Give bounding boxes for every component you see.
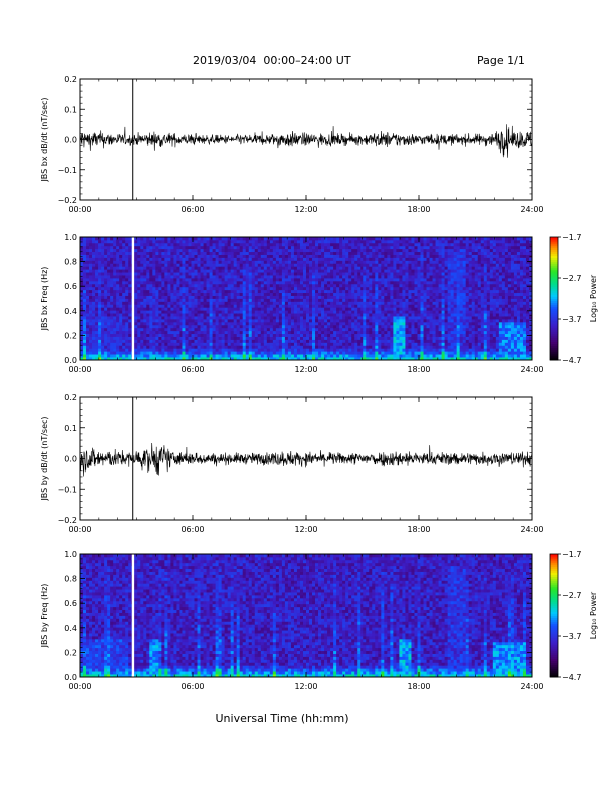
by-spectrogram-ytick-label: 0.0 [64, 673, 77, 682]
bx-timeseries-xtick-label: 06:00 [181, 205, 204, 214]
bx-timeseries-panel: −0.2 −0.1 0.0 0.1 0.2 00:00 06:00 12:00 18:00 24:… [40, 75, 544, 214]
by-spectrogram-ylabel: JBS by Freq (Hz) [40, 584, 49, 649]
bx-spectrogram-gap-marker [131, 237, 135, 360]
by-spectrogram-xtick-label: 06:00 [181, 682, 204, 691]
by-timeseries-ytick-label: −0.1 [58, 485, 77, 494]
by-timeseries-ytick-label: −0.2 [58, 516, 77, 525]
bx-spectrogram-ytick-label: 0.0 [64, 356, 77, 365]
by-timeseries-series-line [79, 442, 533, 477]
by-timeseries-ytick-label: 0.2 [64, 393, 77, 402]
bx-timeseries-ytick-label: 0.1 [64, 105, 77, 114]
bx-spectrogram-xtick-label: 18:00 [407, 365, 430, 374]
by-spectrogram-xtick-label: 24:00 [520, 682, 543, 691]
bx-timeseries-xtick-label: 24:00 [520, 205, 543, 214]
bx-timeseries-ytick-label: 0.0 [64, 136, 77, 145]
by-timeseries-xtick-label: 12:00 [294, 525, 317, 534]
bx-spectrogram-xtick-label: 12:00 [294, 365, 317, 374]
bx-timeseries-xtick-label: 18:00 [407, 205, 430, 214]
by-timeseries-ylabel: JBS by dB/dt (nT/sec) [40, 416, 49, 501]
bx-spectrogram-ylabel: JBS bx Freq (Hz) [40, 267, 49, 332]
bx-spectrogram-xtick-label: 00:00 [68, 365, 91, 374]
by-timeseries-ytick-label: 0.0 [64, 455, 77, 464]
bx-spectrogram-ytick-label: 0.8 [64, 258, 77, 267]
x-axis-title: Universal Time (hh:mm) [216, 712, 349, 725]
by-spectrogram-ytick-label: 0.8 [64, 575, 77, 584]
bx-spectrogram-colorbar: −4.7 −3.7 −2.7 −1.7 Log₁₀ Power [549, 233, 598, 365]
by-spectrogram-xtick-label: 18:00 [407, 682, 430, 691]
by-timeseries-panel: −0.2 −0.1 0.0 0.1 0.2 00:00 06:00 12:00 18:00 24:… [40, 393, 544, 534]
by-timeseries-xtick-label: 00:00 [68, 525, 91, 534]
bx-spectrogram-ytick-label: 0.6 [64, 282, 77, 291]
by-spectrogram-colorbar-tick-label: −1.7 [562, 550, 581, 559]
by-timeseries-xtick-label: 06:00 [181, 525, 204, 534]
page-title: 2019/03/04 00:00–24:00 UT [193, 54, 351, 67]
by-spectrogram-gap-marker [131, 554, 135, 677]
bx-timeseries-xtick-label: 00:00 [68, 205, 91, 214]
by-timeseries-xtick-label: 24:00 [520, 525, 543, 534]
bx-timeseries-ytick-label: −0.1 [58, 166, 77, 175]
bx-spectrogram-colorbar-tick-label: −2.7 [562, 274, 581, 283]
bx-spectrogram-colorbar-tick-label: −4.7 [562, 356, 581, 365]
by-timeseries-xtick-label: 18:00 [407, 525, 430, 534]
by-spectrogram-ytick-label: 1.0 [64, 550, 77, 559]
bx-spectrogram-xtick-label: 24:00 [520, 365, 543, 374]
bx-timeseries-ylabel: JBS bx dB/dt (nT/sec) [40, 97, 49, 182]
page-number: Page 1/1 [477, 54, 525, 67]
bx-spectrogram-colorbar-tick-label: −1.7 [562, 233, 581, 242]
bx-spectrogram-ytick-label: 1.0 [64, 233, 77, 242]
bx-timeseries-ytick-label: 0.2 [64, 75, 77, 84]
by-spectrogram-colorbar: −4.7 −3.7 −2.7 −1.7 Log₁₀ Power [549, 550, 598, 682]
by-spectrogram-xtick-label: 12:00 [294, 682, 317, 691]
bx-spectrogram-ytick-label: 0.4 [64, 307, 77, 316]
by-spectrogram-colorbar-tick-label: −4.7 [562, 673, 581, 682]
by-spectrogram-colorbar-label: Log₁₀ Power [589, 591, 598, 639]
by-spectrogram-colorbar-tick-label: −3.7 [562, 632, 581, 641]
by-spectrogram-ytick-label: 0.4 [64, 624, 77, 633]
panels: −0.2 −0.1 0.0 0.1 0.2 00:00 06:00 12:00 18:00 24:… [40, 75, 598, 691]
by-spectrogram-ytick-label: 0.2 [64, 648, 77, 657]
by-spectrogram-colorbar-tick-label: −2.7 [562, 591, 581, 600]
bx-timeseries-xtick-label: 12:00 [294, 205, 317, 214]
by-spectrogram-xtick-label: 00:00 [68, 682, 91, 691]
bx-timeseries-ytick-label: −0.2 [58, 196, 77, 205]
by-timeseries-ytick-label: 0.1 [64, 424, 77, 433]
by-spectrogram-panel: −4.7 −3.7 −2.7 −1.7 Log₁₀ Power 0.0 0.2 0.4 0.6 0… [40, 550, 598, 691]
bx-spectrogram-panel: −4.7 −3.7 −2.7 −1.7 Log₁₀ Power 0.0 0.2 0.4 0.6 0… [40, 233, 598, 374]
bx-spectrogram-colorbar-label: Log₁₀ Power [589, 274, 598, 322]
bx-spectrogram-colorbar-frame [549, 236, 559, 361]
bx-spectrogram-xtick-label: 06:00 [181, 365, 204, 374]
bx-spectrogram-ytick-label: 0.2 [64, 331, 77, 340]
bx-timeseries-series-line [79, 124, 533, 158]
by-spectrogram-colorbar-frame [549, 553, 559, 678]
by-spectrogram-ytick-label: 0.6 [64, 599, 77, 608]
bx-spectrogram-colorbar-tick-label: −3.7 [562, 315, 581, 324]
